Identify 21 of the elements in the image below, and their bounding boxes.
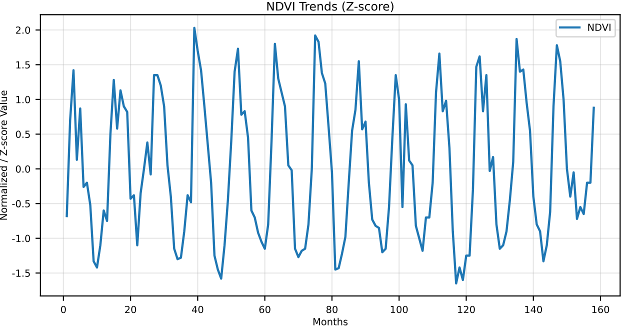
y-tick-label: 0.5 [16, 130, 30, 138]
y-axis-title: Normalized / Z-score Value [0, 90, 8, 220]
y-tick-label: 1.0 [16, 96, 30, 104]
x-tick-label: 140 [525, 306, 542, 314]
x-tick-label: 120 [458, 306, 475, 314]
x-tick-label: 60 [259, 306, 270, 314]
chart-title: NDVI Trends (Z-score) [267, 2, 394, 12]
x-tick-label: 20 [125, 306, 136, 314]
x-tick-label: 0 [60, 306, 66, 314]
y-tick-label: 0.0 [16, 165, 30, 173]
y-tick-label: 1.5 [16, 61, 30, 69]
y-tick-label: -1.5 [12, 270, 30, 277]
y-tick-label: 2.0 [16, 26, 30, 34]
x-tick-label: 80 [326, 306, 338, 314]
y-tick-label: -1.0 [12, 234, 30, 242]
x-tick-label: 40 [192, 306, 204, 314]
legend-label: NDVI [588, 24, 610, 31]
y-tick-label: -0.5 [12, 200, 30, 208]
x-tick-label: 100 [390, 306, 408, 314]
x-axis-title: Months [313, 318, 348, 326]
x-tick-label: 160 [592, 306, 610, 314]
